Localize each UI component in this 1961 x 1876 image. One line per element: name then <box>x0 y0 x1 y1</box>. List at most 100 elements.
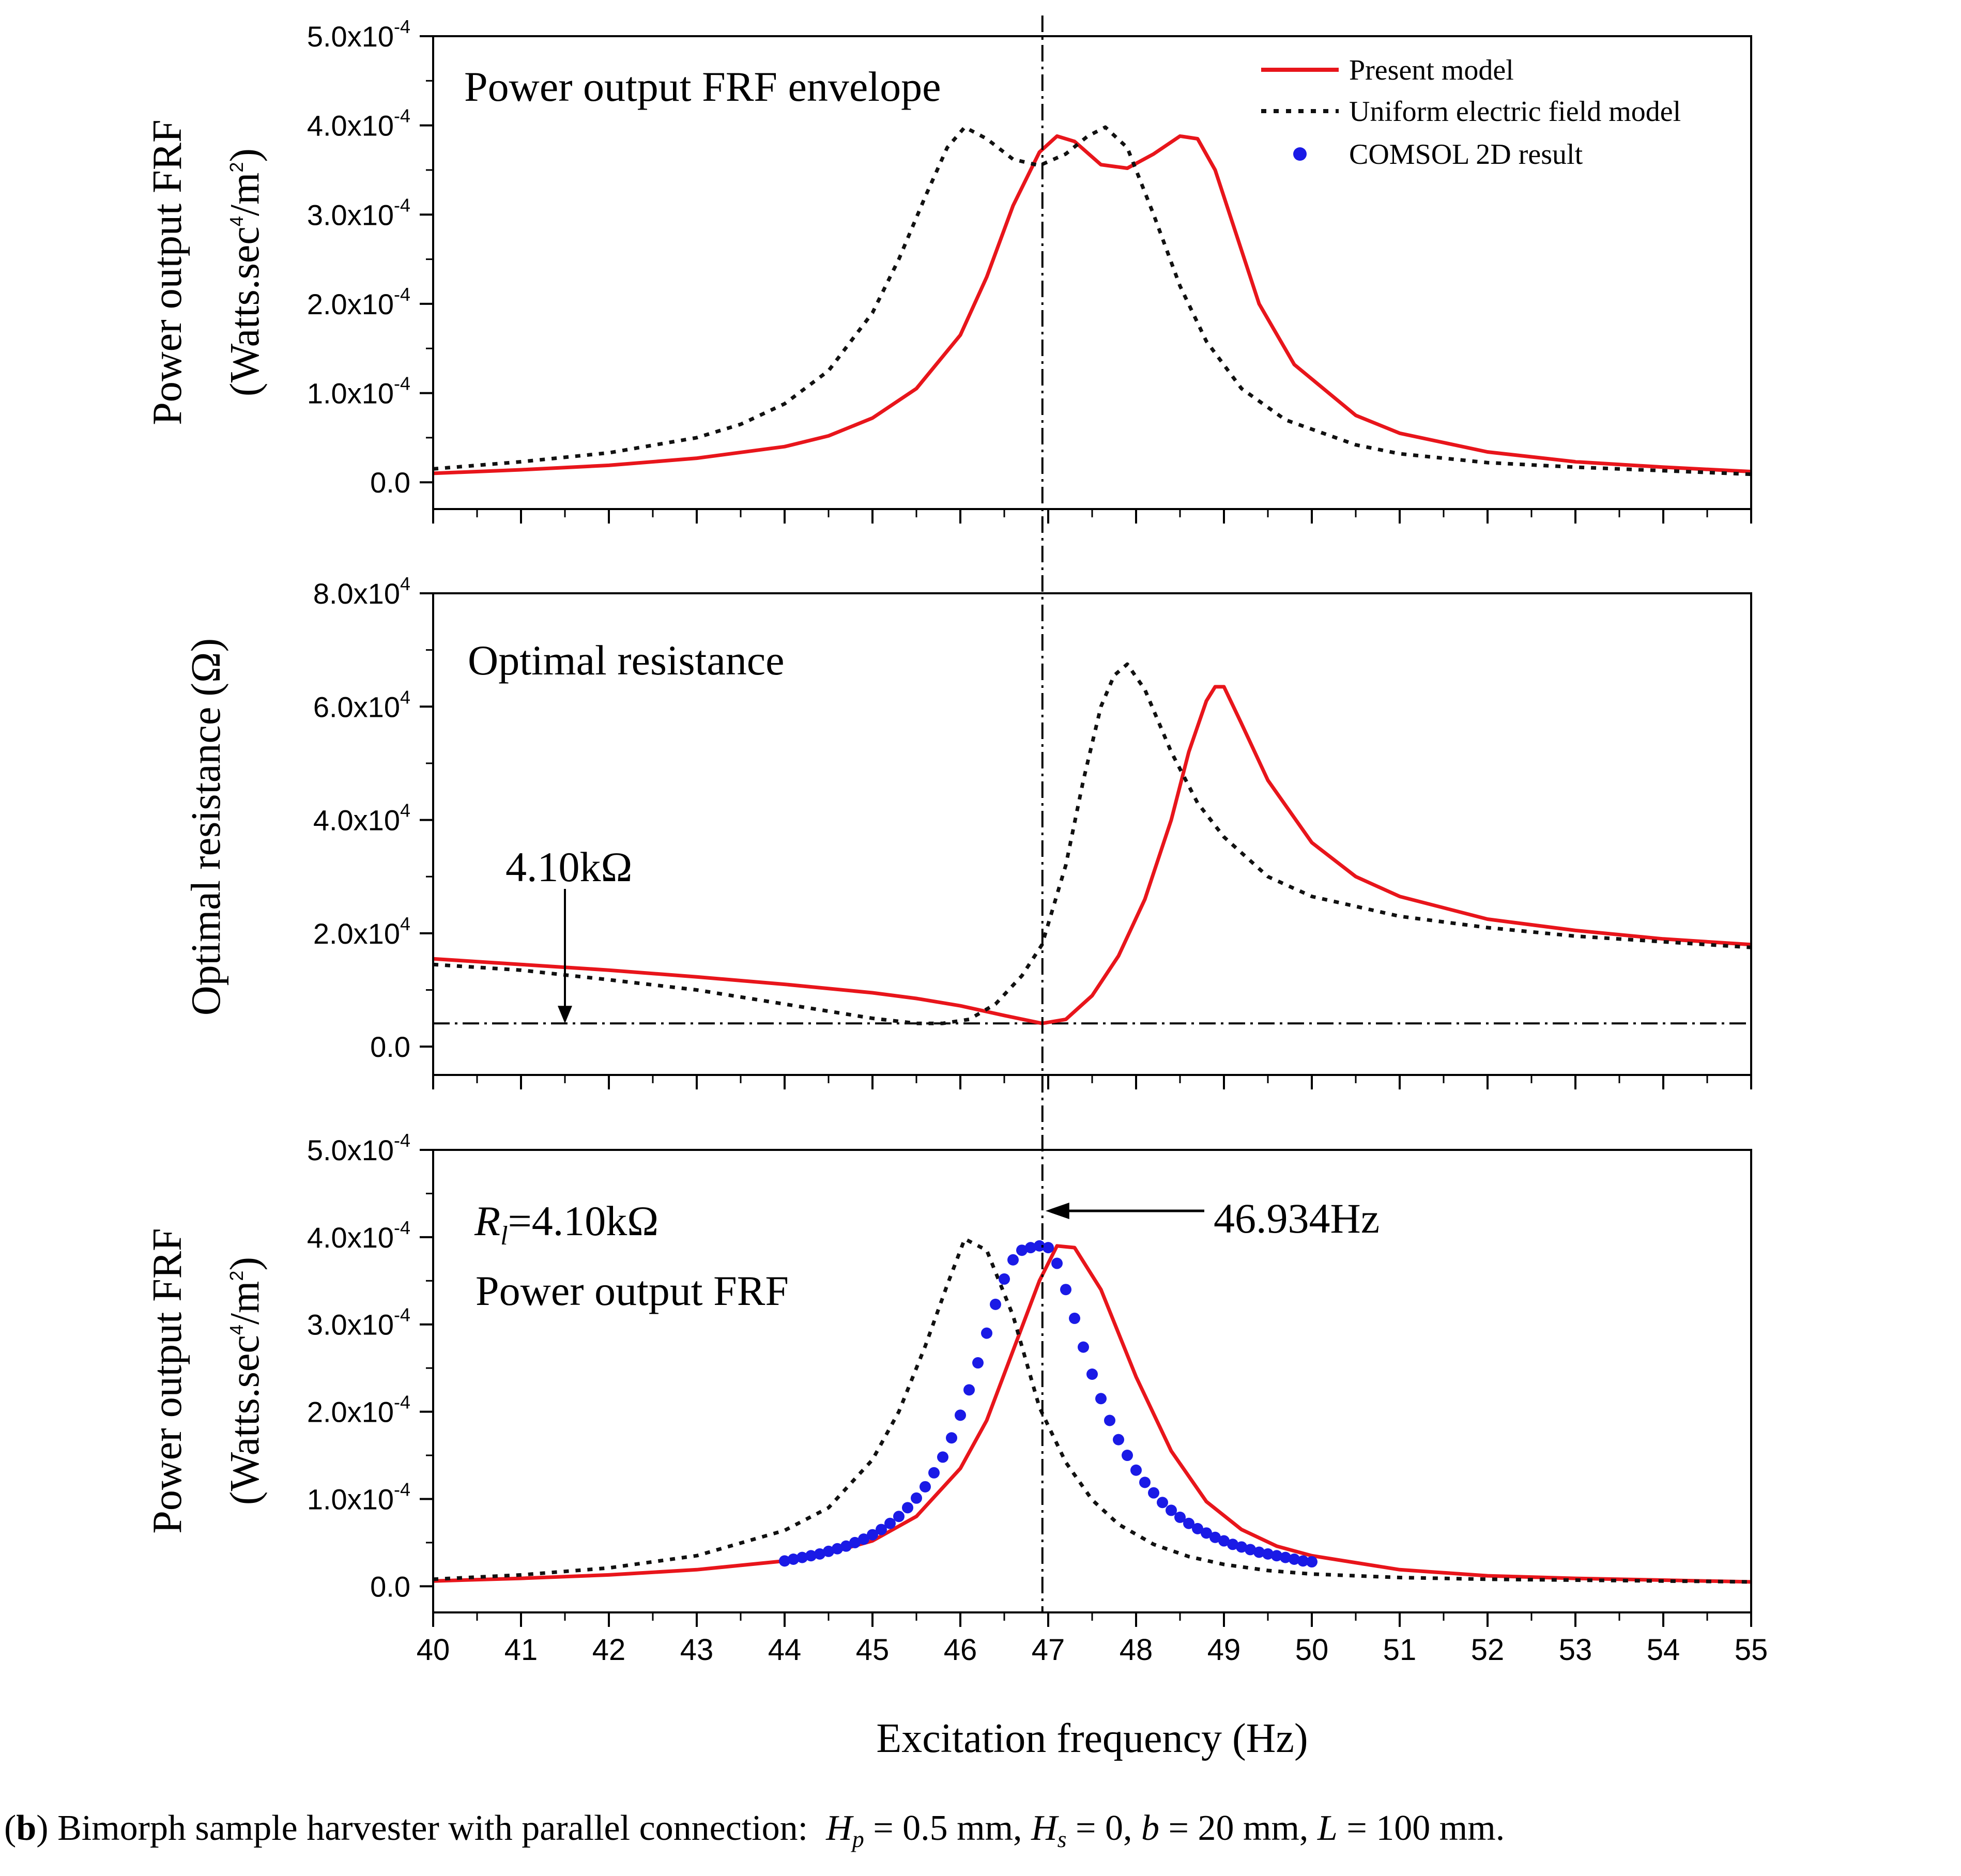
uniform-field-line <box>433 1237 1752 1584</box>
x-axis-label: Excitation frequency (Hz) <box>876 1716 1308 1761</box>
x-tick-label: 41 <box>504 1633 538 1667</box>
comsol-point <box>893 1511 905 1523</box>
y-tick-label: 0.0 <box>370 1570 410 1603</box>
comsol-point <box>1166 1504 1177 1516</box>
panel2-ylabel: Optimal resistance (Ω) <box>183 638 229 1016</box>
legend-comsol-marker <box>1293 147 1307 161</box>
comsol-point <box>1025 1242 1036 1254</box>
panel2-y-ticks: 0.0 2.0x104 4.0x104 6.0x104 8.0x104 <box>313 573 433 1063</box>
panel3-arrow-label: 46.934Hz <box>1214 1195 1380 1242</box>
figure-caption: (b) Bimorph sample harvester with parall… <box>4 1808 1505 1852</box>
comsol-point <box>1139 1477 1151 1488</box>
comsol-point <box>981 1327 992 1339</box>
legend-uniform-label: Uniform electric field model <box>1349 96 1681 128</box>
panel-power-envelope: 0.0 1.0x10-4 2.0x10-4 3.0x10-4 4.0x10-4 5.0x1… <box>145 16 1752 524</box>
x-tick-label: 46 <box>944 1633 977 1667</box>
panel2-annotation: Optimal resistance <box>468 637 785 684</box>
panel3-ylabel-line2: (Watts.sec4/m2) <box>222 1257 268 1505</box>
y-tick-label: 1.0x10-4 <box>307 1479 410 1515</box>
comsol-point <box>867 1529 878 1541</box>
comsol-point <box>1148 1487 1159 1499</box>
panel2-plot-area <box>433 662 1752 1025</box>
frequency-arrow <box>1045 1203 1204 1219</box>
comsol-point <box>963 1384 975 1396</box>
comsol-point <box>1262 1548 1274 1560</box>
comsol-point <box>972 1357 984 1369</box>
comsol-point <box>840 1540 852 1552</box>
comsol-point <box>1280 1551 1291 1563</box>
comsol-point <box>1157 1497 1168 1509</box>
panel1-ylabel-line1: Power output FRF <box>145 119 190 425</box>
present-model-line <box>433 685 1752 1025</box>
y-tick-label: 4.0x10-4 <box>307 105 410 142</box>
comsol-point <box>1289 1553 1300 1565</box>
x-tick-label: 52 <box>1471 1633 1505 1667</box>
x-tick-label: 42 <box>592 1633 626 1667</box>
comsol-point <box>1227 1539 1238 1550</box>
comsol-point <box>1043 1242 1054 1254</box>
comsol-point <box>1201 1527 1212 1539</box>
x-tick-labels: 40 41 42 43 44 45 46 47 48 49 50 51 52 53 54 55 <box>417 1633 1768 1667</box>
comsol-point <box>928 1467 940 1479</box>
x-tick-label: 48 <box>1120 1633 1153 1667</box>
x-tick-label: 53 <box>1559 1633 1592 1667</box>
y-tick-label: 0.0 <box>370 466 410 499</box>
x-tick-label: 50 <box>1295 1633 1329 1667</box>
y-tick-label: 4.0x104 <box>313 800 410 837</box>
x-tick-label: 49 <box>1207 1633 1241 1667</box>
y-tick-label: 3.0x10-4 <box>307 194 410 231</box>
x-tick-label: 40 <box>417 1633 450 1667</box>
comsol-point <box>1007 1254 1019 1266</box>
x-tick-label: 54 <box>1647 1633 1680 1667</box>
y-tick-label: 2.0x10-4 <box>307 284 410 320</box>
x-tick-label: 44 <box>768 1633 802 1667</box>
comsol-point <box>1016 1244 1028 1256</box>
y-tick-label: 5.0x10-4 <box>307 16 410 53</box>
panel1-annotation: Power output FRF envelope <box>464 63 941 110</box>
legend: Present model Uniform electric field mod… <box>1261 54 1681 171</box>
comsol-point <box>1113 1434 1124 1446</box>
comsol-point <box>902 1502 913 1514</box>
comsol-point <box>1069 1312 1080 1324</box>
comsol-point <box>990 1298 1001 1310</box>
comsol-point <box>1183 1517 1194 1529</box>
comsol-point <box>805 1550 817 1562</box>
comsol-point <box>814 1548 825 1560</box>
legend-comsol-label: COMSOL 2D result <box>1349 139 1583 171</box>
y-tick-label: 2.0x104 <box>313 913 410 950</box>
comsol-point <box>823 1545 834 1557</box>
comsol-point <box>1034 1240 1045 1252</box>
comsol-point <box>999 1273 1010 1285</box>
legend-present-label: Present model <box>1349 54 1514 86</box>
panel3-ylabel-line1: Power output FRF <box>145 1228 190 1533</box>
comsol-point <box>876 1524 887 1535</box>
comsol-point <box>788 1553 799 1565</box>
comsol-point <box>884 1517 896 1529</box>
panel3-annotation: Power output FRF <box>476 1267 789 1314</box>
comsol-point <box>1218 1535 1230 1547</box>
comsol-point <box>937 1451 948 1463</box>
panel3-x-ticks <box>432 1612 1752 1627</box>
comsol-point <box>1192 1523 1203 1534</box>
comsol-point <box>1104 1414 1115 1426</box>
comsol-point <box>1130 1464 1142 1476</box>
comsol-point <box>1060 1284 1071 1296</box>
comsol-point <box>1236 1541 1247 1553</box>
resistance-arrow <box>558 889 572 1024</box>
panel3-y-ticks: 0.0 1.0x10-4 2.0x10-4 3.0x10-4 4.0x10-4 5.0x1… <box>307 1130 433 1603</box>
comsol-point <box>858 1533 869 1545</box>
comsol-point <box>946 1432 957 1444</box>
comsol-point <box>849 1536 861 1548</box>
comsol-point <box>1209 1531 1221 1543</box>
comsol-point <box>1051 1257 1063 1269</box>
y-tick-label: 5.0x10-4 <box>307 1130 410 1166</box>
x-tick-label: 47 <box>1032 1633 1065 1667</box>
arrow-head <box>1045 1203 1069 1219</box>
arrow-head <box>558 1006 572 1024</box>
x-tick-label: 51 <box>1383 1633 1417 1667</box>
comsol-point <box>1174 1511 1186 1523</box>
y-tick-label: 1.0x10-4 <box>307 373 410 410</box>
panel1-y-ticks: 0.0 1.0x10-4 2.0x10-4 3.0x10-4 4.0x10-4 5.0x1… <box>307 16 433 499</box>
comsol-point <box>796 1551 808 1563</box>
y-tick-label: 3.0x10-4 <box>307 1304 410 1341</box>
